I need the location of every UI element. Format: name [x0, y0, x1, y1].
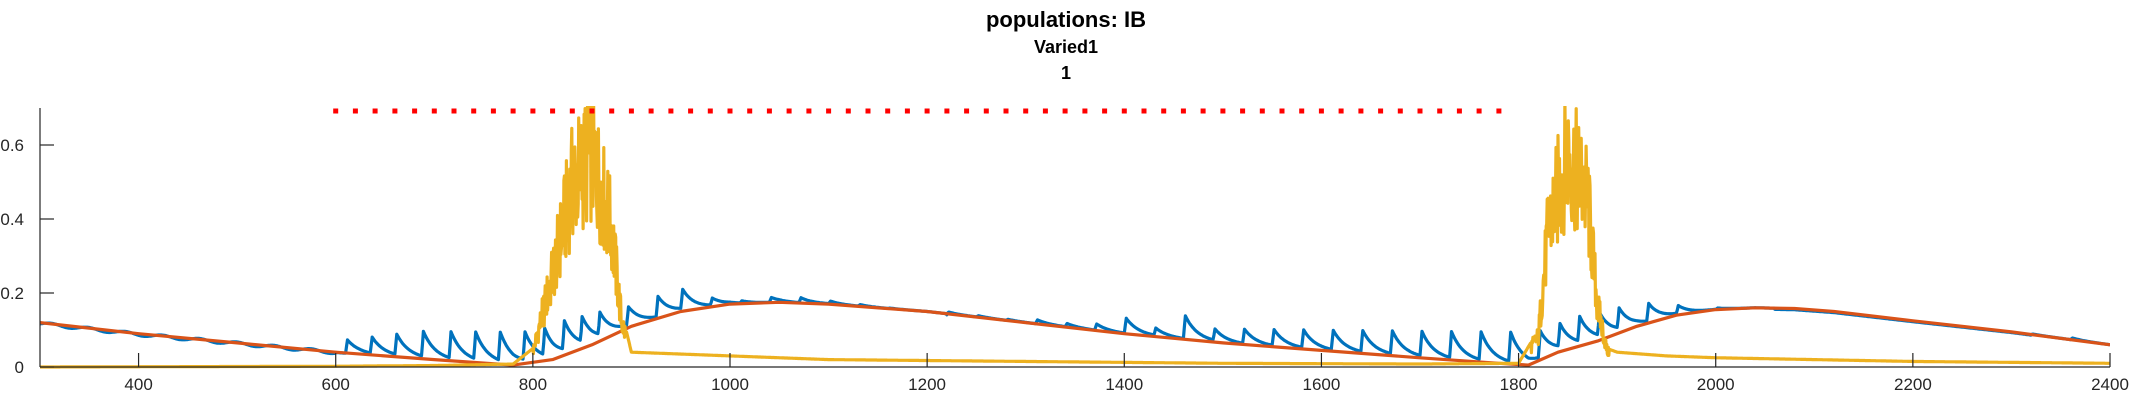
x-tick-label: 800 — [519, 375, 547, 394]
dotted-marker — [727, 108, 733, 114]
dotted-marker — [885, 108, 891, 114]
series-yellow-line — [40, 106, 2110, 369]
dotted-marker — [1240, 108, 1246, 114]
dotted-marker — [964, 108, 970, 114]
x-tick-label: 1600 — [1302, 375, 1340, 394]
dotted-marker — [668, 108, 674, 114]
x-tick-label: 400 — [124, 375, 152, 394]
dotted-marker — [983, 108, 989, 114]
dotted-marker — [1062, 108, 1068, 114]
chart-subtitle-2: 1 — [1061, 63, 1071, 83]
dotted-marker — [786, 108, 792, 114]
x-tick-label: 2000 — [1697, 375, 1735, 394]
series-blue-line — [40, 287, 2110, 363]
dotted-marker — [1397, 108, 1403, 114]
series-red-line — [40, 300, 2110, 367]
dotted-marker — [431, 108, 437, 114]
dotted-marker — [688, 108, 694, 114]
series-red-dotted — [333, 108, 1502, 114]
dotted-marker — [530, 108, 536, 114]
dotted-marker — [1476, 108, 1482, 114]
dotted-marker — [589, 108, 595, 114]
y-tick-label: 0.2 — [0, 284, 24, 303]
chart-title: populations: IB — [986, 7, 1146, 32]
dotted-marker — [806, 108, 812, 114]
dotted-marker — [1102, 108, 1108, 114]
dotted-marker — [392, 108, 398, 114]
dotted-marker — [550, 108, 556, 114]
dotted-marker — [1299, 108, 1305, 114]
dotted-marker — [1161, 108, 1167, 114]
y-tick-label: 0.6 — [0, 136, 24, 155]
dotted-marker — [1180, 108, 1186, 114]
dotted-marker — [1456, 108, 1462, 114]
dotted-marker — [1417, 108, 1423, 114]
plot-area — [40, 106, 2110, 369]
dotted-marker — [471, 108, 477, 114]
dotted-marker — [1496, 108, 1502, 114]
dotted-marker — [1082, 108, 1088, 114]
dotted-marker — [845, 108, 851, 114]
dotted-marker — [1279, 108, 1285, 114]
dotted-marker — [1121, 108, 1127, 114]
x-tick-label: 1400 — [1105, 375, 1143, 394]
dotted-marker — [924, 108, 930, 114]
x-tick-label: 1200 — [908, 375, 946, 394]
dotted-marker — [352, 108, 358, 114]
dotted-marker — [1358, 108, 1364, 114]
tick-labels: 400 600 800 1000 1200 1400 1600 1800 2000 2200 240… — [0, 136, 2129, 394]
dotted-marker — [569, 108, 575, 114]
dotted-marker — [372, 108, 378, 114]
dotted-marker — [1042, 108, 1048, 114]
y-tick-label: 0.4 — [0, 210, 24, 229]
dotted-marker — [1318, 108, 1324, 114]
dotted-marker — [707, 108, 713, 114]
dotted-marker — [1023, 108, 1029, 114]
dotted-marker — [609, 108, 615, 114]
dotted-marker — [1200, 108, 1206, 114]
dotted-marker — [648, 108, 654, 114]
dotted-marker — [1338, 108, 1344, 114]
x-tick-label: 2400 — [2091, 375, 2129, 394]
dotted-marker — [747, 108, 753, 114]
y-tick-label: 0 — [15, 358, 24, 377]
x-tick-label: 2200 — [1894, 375, 1932, 394]
dotted-marker — [865, 108, 871, 114]
dotted-marker — [1220, 108, 1226, 114]
dotted-marker — [510, 108, 516, 114]
x-tick-label: 1000 — [711, 375, 749, 394]
x-tick-label: 1800 — [1500, 375, 1538, 394]
dotted-marker — [412, 108, 418, 114]
dotted-marker — [1003, 108, 1009, 114]
dotted-marker — [1141, 108, 1147, 114]
x-tick-label: 600 — [322, 375, 350, 394]
dotted-marker — [333, 108, 339, 114]
dotted-marker — [826, 108, 832, 114]
dotted-marker — [944, 108, 950, 114]
chart-subtitle-1: Varied1 — [1034, 37, 1098, 57]
dotted-marker — [490, 108, 496, 114]
dotted-marker — [451, 108, 457, 114]
dotted-marker — [1437, 108, 1443, 114]
dotted-marker — [1378, 108, 1384, 114]
dotted-marker — [904, 108, 910, 114]
dotted-marker — [766, 108, 772, 114]
axes — [39, 108, 2111, 368]
dotted-marker — [1259, 108, 1265, 114]
dotted-marker — [628, 108, 634, 114]
